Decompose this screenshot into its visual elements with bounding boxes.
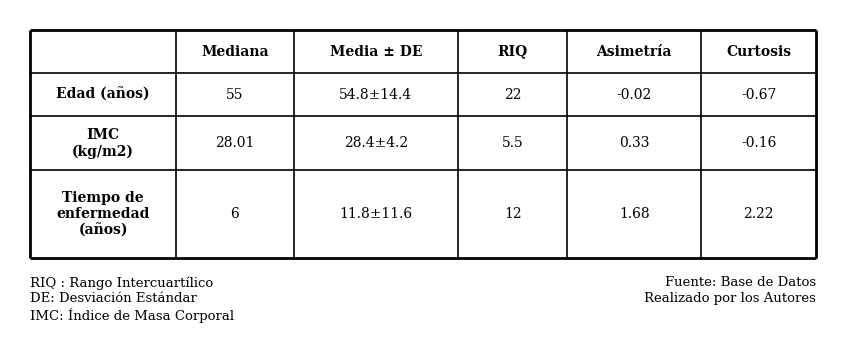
Text: Tiempo de
enfermedad
(años): Tiempo de enfermedad (años) xyxy=(57,191,150,238)
Text: 28.01: 28.01 xyxy=(215,136,255,150)
Text: Asimetría: Asimetría xyxy=(596,44,672,59)
Text: 11.8±11.6: 11.8±11.6 xyxy=(339,207,412,221)
Text: 54.8±14.4: 54.8±14.4 xyxy=(339,88,412,102)
Text: 1.68: 1.68 xyxy=(619,207,650,221)
Text: 55: 55 xyxy=(226,88,244,102)
Text: -0.02: -0.02 xyxy=(617,88,652,102)
Text: 0.33: 0.33 xyxy=(619,136,650,150)
Text: 12: 12 xyxy=(504,207,521,221)
Text: Curtosis: Curtosis xyxy=(726,44,791,59)
Text: -0.67: -0.67 xyxy=(741,88,777,102)
Text: IMC
(kg/m2): IMC (kg/m2) xyxy=(72,128,134,159)
Text: 5.5: 5.5 xyxy=(502,136,524,150)
Text: -0.16: -0.16 xyxy=(741,136,777,150)
Text: DE: Desviación Estándar: DE: Desviación Estándar xyxy=(30,292,197,305)
Text: RIQ : Rango Intercuartílico: RIQ : Rango Intercuartílico xyxy=(30,276,213,289)
Text: Edad (años): Edad (años) xyxy=(56,88,150,102)
Text: RIQ: RIQ xyxy=(497,44,528,59)
Text: Mediana: Mediana xyxy=(201,44,269,59)
Text: Media ± DE: Media ± DE xyxy=(330,44,422,59)
Text: 2.22: 2.22 xyxy=(744,207,774,221)
Text: Realizado por los Autores: Realizado por los Autores xyxy=(644,292,816,305)
Text: 22: 22 xyxy=(504,88,521,102)
Text: 6: 6 xyxy=(230,207,239,221)
Text: 28.4±4.2: 28.4±4.2 xyxy=(343,136,408,150)
Text: Fuente: Base de Datos: Fuente: Base de Datos xyxy=(665,276,816,289)
Text: IMC: Índice de Masa Corporal: IMC: Índice de Masa Corporal xyxy=(30,308,234,323)
